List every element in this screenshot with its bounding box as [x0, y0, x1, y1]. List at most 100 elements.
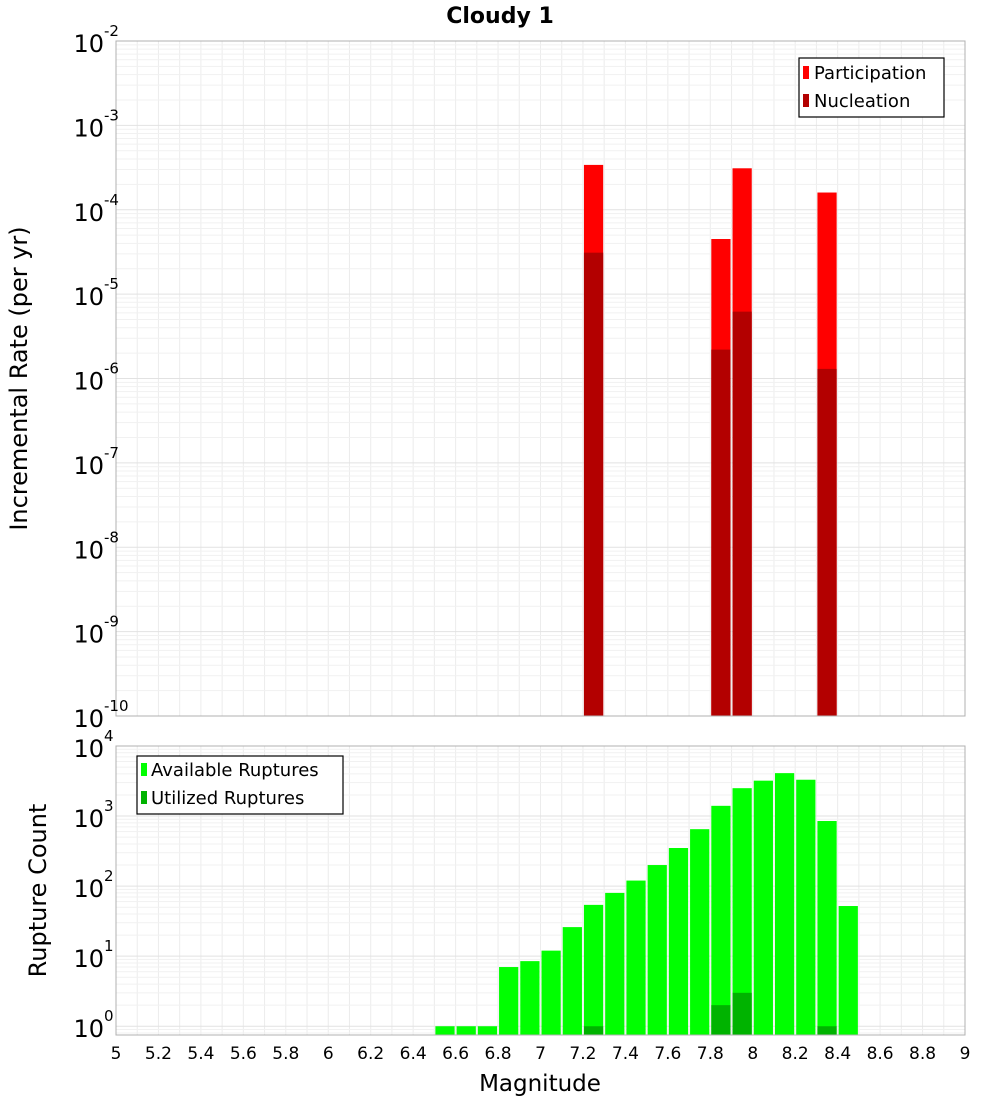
x-tick-label: 5.4	[187, 1044, 214, 1064]
y-tick-label: 10 2	[73, 867, 113, 903]
y-tick-label: 10 -9	[73, 613, 119, 649]
bar	[711, 805, 731, 1035]
y-axis-label: Incremental Rate (per yr)	[5, 226, 33, 530]
y-tick-base: 10	[73, 452, 104, 480]
x-tick-labels: 5 5.2 5.4 5.6 5.8 6 6.2 6.4 6.6 6.8 7 7.2 7.4 7.6 7.8 8…	[111, 1044, 971, 1064]
legend-label: Nucleation	[814, 91, 910, 112]
chart-title: Cloudy 1	[446, 4, 554, 29]
bar	[690, 829, 710, 1035]
y-tick-base: 10	[73, 945, 104, 973]
x-tick-label: 6.2	[357, 1044, 384, 1064]
bar	[456, 1026, 476, 1035]
bar	[605, 892, 625, 1035]
series-1	[583, 992, 837, 1035]
x-tick-label: 7.2	[569, 1044, 596, 1064]
x-tick-label: 6.8	[485, 1044, 512, 1064]
y-tick-base: 10	[73, 114, 104, 142]
bar	[477, 1026, 498, 1035]
bar	[711, 349, 731, 716]
y-tick-label: 10 -3	[73, 106, 119, 142]
bar	[796, 779, 816, 1035]
y-tick-base: 10	[73, 875, 104, 903]
y-tick-label: 10 1	[73, 937, 113, 973]
bar	[520, 961, 540, 1035]
plot-frame	[115, 40, 966, 717]
y-tick-exponent: 2	[104, 867, 114, 885]
bar	[647, 865, 667, 1035]
bar	[562, 927, 582, 1035]
legend: Available Ruptures Utilized Ruptures	[136, 755, 344, 815]
legend-swatch	[141, 791, 147, 804]
legend-swatch	[803, 94, 809, 107]
bar	[583, 252, 604, 716]
bar	[435, 1026, 455, 1035]
series-0	[435, 773, 858, 1035]
bar	[668, 848, 689, 1035]
y-tick-base: 10	[73, 805, 104, 833]
bar	[711, 1005, 731, 1035]
bar	[583, 904, 604, 1035]
x-tick-label: 6	[323, 1044, 334, 1064]
legend-box	[136, 755, 344, 815]
y-tick-base: 10	[73, 283, 104, 311]
bar	[817, 1026, 837, 1035]
y-tick-label: 10 0	[73, 1007, 113, 1043]
x-tick-label: 7.4	[612, 1044, 639, 1064]
x-axis-label: Magnitude	[479, 1071, 601, 1097]
y-tick-label: 10 -6	[73, 360, 119, 396]
y-tick-base: 10	[73, 735, 104, 763]
bar	[817, 368, 837, 716]
bar	[583, 1026, 604, 1035]
y-tick-exponent: 1	[104, 937, 114, 955]
y-tick-exponent: -10	[104, 697, 129, 715]
gridlines	[115, 40, 966, 717]
y-tick-label: 10 -10	[73, 697, 128, 733]
y-tick-exponent: -9	[104, 613, 119, 631]
y-tick-exponent: 3	[104, 797, 114, 815]
legend-box	[798, 57, 945, 118]
y-tick-base: 10	[73, 621, 104, 649]
y-tick-base: 10	[73, 368, 104, 396]
y-tick-exponent: -6	[104, 360, 119, 378]
y-tick-label: 10 -8	[73, 528, 119, 564]
legend-swatch	[141, 763, 147, 776]
y-tick-base: 10	[73, 1015, 104, 1043]
series-1	[583, 252, 837, 716]
bar	[817, 821, 837, 1035]
legend: Participation Nucleation	[798, 57, 945, 118]
x-tick-label: 7	[535, 1044, 546, 1064]
x-tick-label: 8.8	[909, 1044, 936, 1064]
y-tick-exponent: -8	[104, 528, 119, 546]
x-tick-label: 8.4	[824, 1044, 851, 1064]
x-tick-label: 8.6	[867, 1044, 894, 1064]
legend-label: Utilized Ruptures	[151, 788, 304, 809]
x-tick-label: 5	[111, 1044, 122, 1064]
bar	[732, 992, 752, 1035]
x-tick-label: 5.8	[272, 1044, 299, 1064]
plot-frame	[115, 745, 966, 1036]
y-tick-exponent: -4	[104, 191, 119, 209]
x-tick-label: 8.2	[782, 1044, 809, 1064]
bar	[774, 773, 795, 1035]
y-tick-base: 10	[73, 199, 104, 227]
x-tick-label: 7.6	[654, 1044, 681, 1064]
y-tick-exponent: -3	[104, 106, 119, 124]
bar	[499, 967, 519, 1035]
bar	[732, 788, 752, 1035]
y-tick-label: 10 -7	[73, 444, 119, 480]
bar	[838, 906, 858, 1035]
y-tick-label: 10 -5	[73, 275, 119, 311]
y-tick-label: 10 4	[73, 727, 113, 763]
y-tick-label: 10 -4	[73, 191, 119, 227]
bar	[541, 950, 561, 1035]
y-axis-label: Rupture Count	[24, 804, 52, 978]
y-tick-exponent: -2	[104, 22, 119, 40]
y-tick-base: 10	[73, 30, 104, 58]
bar	[753, 780, 773, 1035]
x-tick-label: 9	[960, 1044, 971, 1064]
bar	[626, 880, 646, 1035]
legend-label: Available Ruptures	[151, 760, 319, 781]
